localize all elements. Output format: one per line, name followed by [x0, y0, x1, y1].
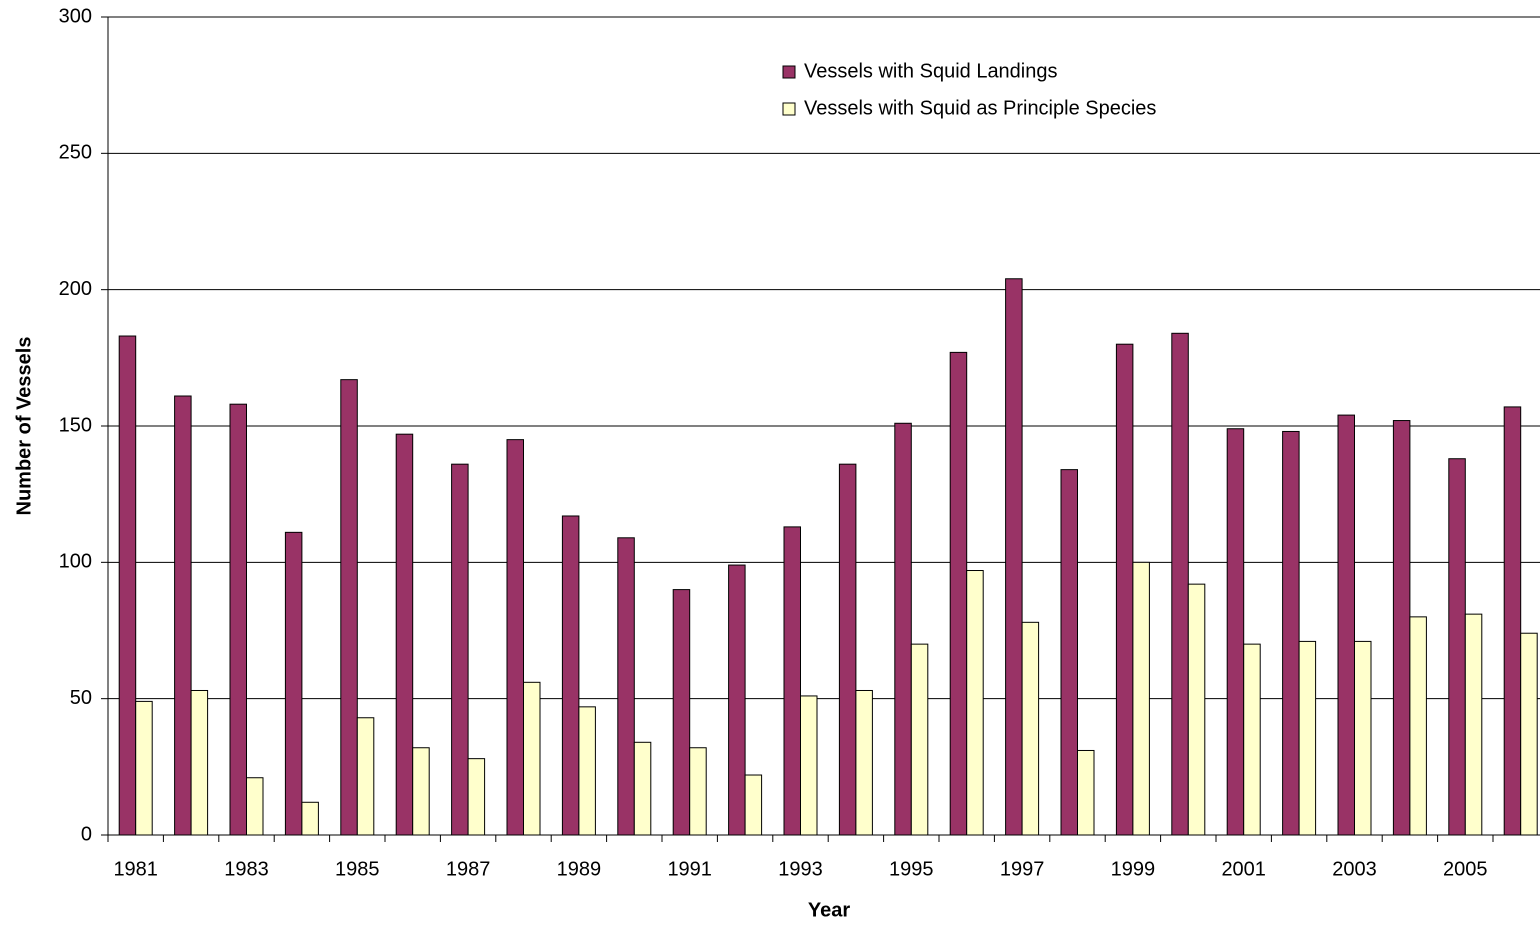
bar	[174, 395, 192, 836]
x-tick-label: 2003	[1332, 858, 1377, 880]
x-axis-title: Year	[808, 899, 850, 921]
y-tick-label: 250	[59, 142, 92, 164]
x-tick-label: 1987	[446, 858, 491, 880]
bar	[910, 643, 929, 836]
bar	[1226, 428, 1245, 836]
x-tick-label: 1993	[778, 858, 823, 880]
x-tick-label: 1999	[1111, 858, 1156, 880]
bar	[1187, 583, 1206, 836]
bar	[949, 351, 968, 836]
bar	[1060, 469, 1078, 836]
bar	[356, 717, 375, 836]
bar	[1503, 406, 1522, 836]
bar	[689, 747, 707, 836]
bar	[1409, 616, 1427, 836]
bar	[744, 774, 763, 836]
bar	[1392, 420, 1411, 836]
x-tick-label: 1989	[557, 858, 602, 880]
bar	[506, 439, 524, 836]
legend-label: Vessels with Squid Landings	[804, 60, 1058, 82]
x-tick-label: 1985	[335, 858, 380, 880]
legend-swatch	[782, 65, 796, 79]
y-tick-label: 50	[70, 687, 92, 709]
x-tick-label: 1997	[1000, 858, 1045, 880]
bar	[1282, 430, 1300, 836]
bar	[1243, 643, 1261, 836]
bar	[412, 747, 430, 836]
bar	[246, 777, 264, 836]
bar	[561, 515, 580, 836]
x-tick-label: 1991	[667, 858, 712, 880]
bar	[395, 433, 414, 836]
bar	[1077, 749, 1095, 836]
bar	[451, 463, 469, 836]
y-tick-label: 0	[81, 823, 92, 845]
bar	[118, 335, 137, 836]
bar	[523, 681, 541, 836]
x-tick-label: 1995	[889, 858, 934, 880]
y-tick-label: 200	[59, 278, 92, 300]
y-tick-label: 300	[59, 5, 92, 27]
bar	[1464, 613, 1483, 836]
bar	[1448, 458, 1466, 836]
bar	[229, 403, 247, 836]
bar	[1337, 414, 1355, 836]
bar	[284, 531, 303, 836]
x-tick-label: 1981	[113, 858, 158, 880]
bar	[578, 706, 596, 836]
x-tick-label: 2001	[1221, 858, 1266, 880]
bar	[1021, 621, 1040, 836]
legend-swatch	[782, 102, 796, 116]
x-tick-label: 2005	[1443, 858, 1488, 880]
bar	[1520, 632, 1538, 836]
bar	[1132, 561, 1150, 836]
y-axis-title: Number of Vessels	[13, 337, 35, 516]
bar	[1298, 640, 1317, 836]
x-tick-label: 1983	[224, 858, 269, 880]
bar	[800, 695, 818, 836]
bar	[301, 801, 319, 836]
bar	[894, 422, 912, 836]
bar	[633, 741, 652, 836]
bar	[190, 689, 209, 836]
bar	[617, 537, 635, 836]
bar	[1354, 640, 1372, 836]
bar	[966, 570, 984, 836]
bar	[1115, 343, 1134, 836]
bar	[838, 463, 857, 836]
bar	[467, 758, 486, 836]
bar	[855, 689, 873, 836]
bar	[672, 589, 691, 836]
bar	[340, 379, 358, 836]
y-tick-label: 150	[59, 414, 92, 436]
bar	[783, 526, 801, 836]
bar	[1171, 332, 1189, 836]
legend-label: Vessels with Squid as Principle Species	[804, 97, 1156, 119]
bar	[728, 564, 746, 836]
bar	[135, 700, 153, 836]
y-tick-label: 100	[59, 551, 92, 573]
bar	[1005, 278, 1023, 836]
